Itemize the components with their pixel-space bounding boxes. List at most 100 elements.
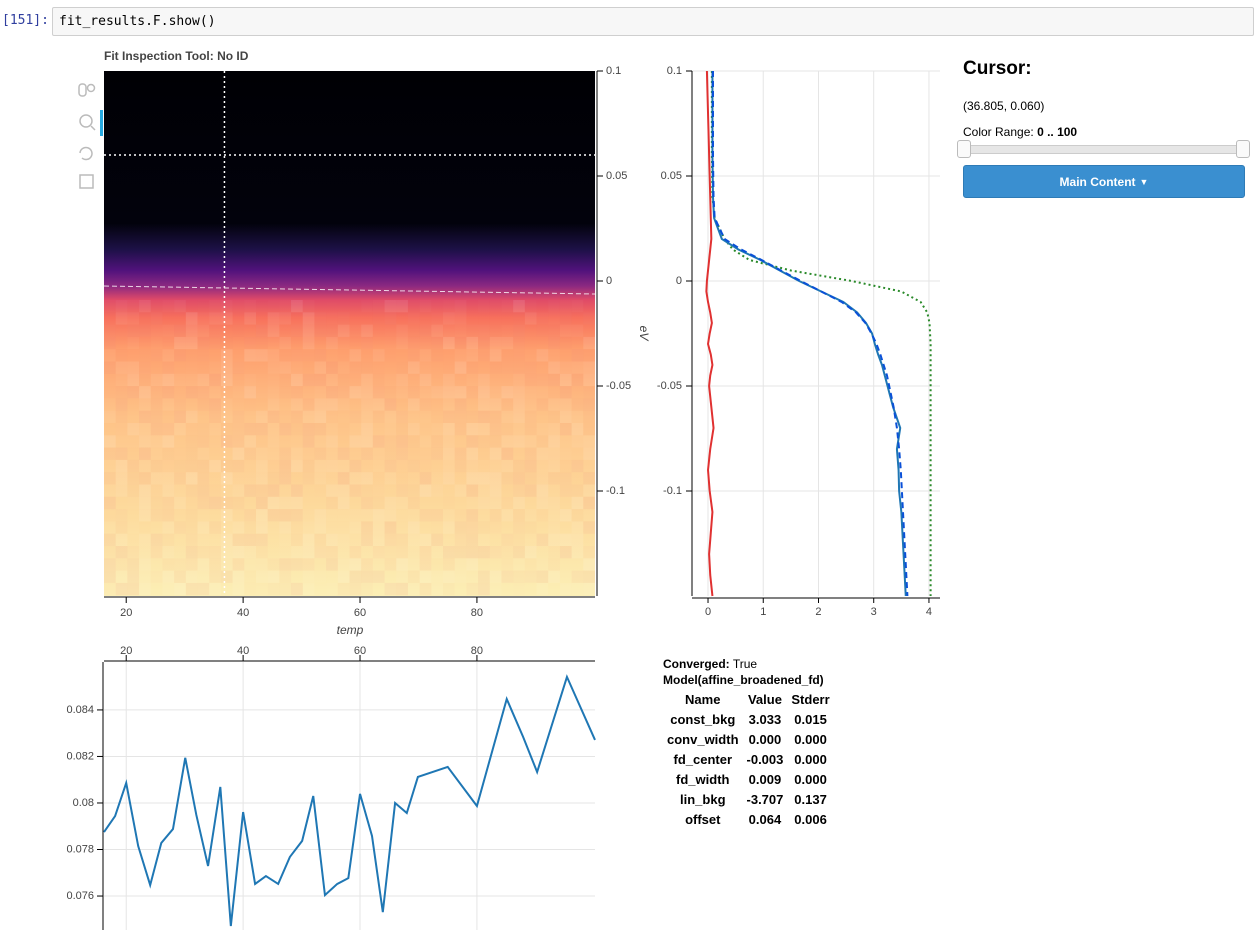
y-tick-label: 0.05 bbox=[606, 170, 627, 182]
heatmap-cell bbox=[244, 398, 256, 410]
reset-tool[interactable] bbox=[79, 146, 93, 161]
heatmap-cell bbox=[326, 558, 338, 571]
heatmap-cell bbox=[314, 324, 327, 337]
table-cell: -0.003 bbox=[746, 751, 784, 767]
heatmap-cell bbox=[407, 435, 420, 448]
heatmap-cell bbox=[326, 484, 338, 497]
heatmap-cell bbox=[104, 546, 116, 559]
heatmap-cell bbox=[326, 336, 338, 350]
table-cell: 0.000 bbox=[748, 731, 782, 747]
heatmap-cell bbox=[127, 459, 140, 473]
heatmap-cell bbox=[548, 521, 560, 534]
heatmap-cell bbox=[291, 300, 303, 313]
heatmap-cell bbox=[583, 386, 595, 399]
heatmap-cell bbox=[361, 386, 373, 399]
heatmap-cell bbox=[232, 546, 245, 559]
heatmap-cell bbox=[431, 582, 444, 596]
heatmap-cell bbox=[536, 496, 549, 510]
heatmap-cell bbox=[478, 570, 490, 583]
heatmap-cell bbox=[279, 509, 292, 522]
heatmap-cell bbox=[162, 386, 175, 399]
heatmap-cell bbox=[396, 410, 408, 423]
heatmap-cell bbox=[233, 337, 245, 349]
heatmap-cell bbox=[115, 300, 128, 313]
heatmap-cell bbox=[174, 324, 186, 337]
heatmap-cell bbox=[127, 373, 140, 387]
heatmap-cell bbox=[104, 533, 116, 546]
heatmap-cell bbox=[571, 410, 584, 423]
zoom-tool[interactable] bbox=[79, 114, 96, 131]
heatmap-cell bbox=[255, 459, 268, 473]
heatmap-cell bbox=[291, 447, 303, 460]
heatmap-cell bbox=[571, 435, 584, 448]
heatmap-cell bbox=[291, 423, 303, 435]
heatmap-cell bbox=[244, 300, 256, 313]
save-tool[interactable] bbox=[79, 174, 94, 189]
heatmap-cell bbox=[302, 423, 315, 436]
heatmap-cell bbox=[454, 484, 467, 497]
heatmap-cell bbox=[583, 509, 595, 521]
x-tick-label: 60 bbox=[354, 645, 366, 657]
heatmap-cell bbox=[186, 509, 198, 521]
heatmap-cell bbox=[489, 484, 502, 497]
heatmap-cell bbox=[420, 312, 432, 324]
heatmap-cell bbox=[490, 534, 502, 546]
heatmap-cell bbox=[337, 570, 350, 583]
heatmap-cell bbox=[501, 472, 513, 484]
heatmap-cell bbox=[279, 312, 292, 325]
heatmap-cell bbox=[232, 410, 245, 423]
dropdown-button[interactable]: Main Content ▼ bbox=[963, 165, 1245, 198]
heatmap-cell bbox=[431, 570, 444, 583]
heatmap-cell bbox=[326, 472, 338, 484]
heatmap-cell bbox=[443, 558, 455, 571]
heatmap-cell bbox=[489, 496, 502, 510]
heatmap-cell bbox=[443, 362, 455, 374]
heatmap-cell bbox=[337, 459, 350, 473]
heatmap-cell bbox=[104, 336, 116, 350]
heatmap-cell bbox=[151, 521, 163, 533]
heatmap-cell bbox=[302, 336, 315, 350]
heatmap-cell bbox=[232, 435, 245, 448]
heatmap-cell bbox=[150, 349, 163, 362]
heatmap-cell bbox=[162, 312, 174, 324]
color-range-value: 0 .. 100 bbox=[1037, 125, 1078, 139]
heatmap-cell bbox=[162, 558, 175, 571]
heatmap-cell bbox=[454, 423, 467, 436]
code-cell[interactable]: fit_results.F.show() bbox=[52, 7, 1254, 36]
heatmap-cell bbox=[501, 583, 513, 595]
y-tick-label: 0.08 bbox=[73, 797, 94, 809]
heatmap-cell bbox=[513, 386, 525, 399]
heatmap-cell bbox=[431, 447, 444, 460]
heatmap-cell bbox=[372, 410, 385, 423]
heatmap-cell bbox=[209, 509, 221, 521]
pan-tool[interactable] bbox=[78, 83, 96, 97]
heatmap-cell bbox=[466, 571, 478, 583]
heatmap-cell bbox=[548, 472, 560, 485]
x-tick-label: 4 bbox=[926, 606, 932, 618]
heatmap-cell bbox=[185, 546, 198, 559]
heatmap-cell bbox=[384, 312, 397, 325]
heatmap-cell bbox=[466, 546, 479, 559]
slider-handle-high[interactable] bbox=[1236, 140, 1250, 158]
heatmap-cell bbox=[385, 435, 397, 447]
slider-track[interactable] bbox=[963, 145, 1250, 154]
heatmap-cell bbox=[349, 472, 362, 485]
heatmap-cell bbox=[209, 496, 221, 510]
heatmap-cell bbox=[443, 447, 455, 460]
heatmap-cell bbox=[536, 373, 549, 387]
heatmap-cell bbox=[372, 435, 385, 448]
heatmap-cell bbox=[233, 386, 245, 398]
heatmap-cell bbox=[443, 336, 455, 350]
heatmap-cell bbox=[384, 546, 397, 559]
heatmap-cell bbox=[384, 533, 397, 546]
heatmap-cell bbox=[349, 497, 361, 509]
slider-handle-low[interactable] bbox=[957, 140, 971, 158]
heatmap-cell bbox=[361, 472, 373, 485]
heatmap-cell bbox=[151, 583, 163, 595]
heatmap-cell bbox=[104, 583, 116, 595]
heatmap-cell bbox=[115, 349, 128, 362]
heatmap-cell bbox=[326, 324, 338, 337]
heatmap-cell bbox=[302, 324, 315, 337]
heatmap-cell bbox=[396, 521, 408, 533]
heatmap-cell bbox=[115, 582, 128, 596]
